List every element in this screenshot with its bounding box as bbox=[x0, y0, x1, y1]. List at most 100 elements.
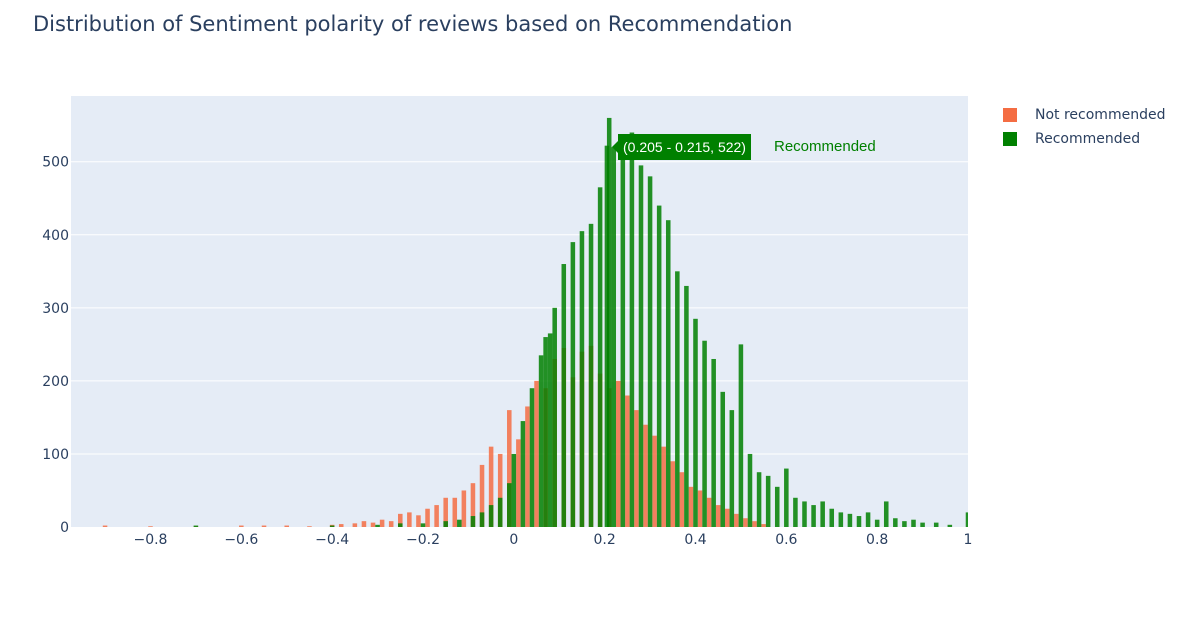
bar-recommended[interactable] bbox=[398, 523, 403, 527]
bar-recommended[interactable] bbox=[656, 205, 662, 527]
bar-recommended[interactable] bbox=[702, 340, 707, 527]
bar-recommended[interactable] bbox=[511, 453, 517, 527]
bar-not-recommended[interactable] bbox=[761, 524, 766, 527]
bar-recommended[interactable] bbox=[647, 176, 653, 527]
bar-recommended[interactable] bbox=[561, 264, 567, 527]
bar-recommended[interactable] bbox=[420, 523, 426, 527]
bar-not-recommended[interactable] bbox=[661, 446, 666, 527]
bar-recommended[interactable] bbox=[784, 468, 789, 527]
bar-not-recommended[interactable] bbox=[434, 505, 439, 527]
bar-recommended[interactable] bbox=[684, 285, 689, 527]
bar-not-recommended[interactable] bbox=[352, 523, 358, 527]
bar-not-recommended[interactable] bbox=[398, 513, 403, 527]
bar-recommended[interactable] bbox=[488, 505, 494, 527]
bar-recommended[interactable] bbox=[606, 117, 612, 527]
bar-recommended[interactable] bbox=[520, 421, 526, 527]
bar-not-recommended[interactable] bbox=[525, 406, 530, 527]
bar-recommended[interactable] bbox=[538, 355, 544, 527]
bar-recommended[interactable] bbox=[507, 483, 512, 527]
bar-recommended[interactable] bbox=[665, 220, 671, 527]
bar-not-recommended[interactable] bbox=[715, 505, 721, 527]
bar-not-recommended[interactable] bbox=[488, 446, 494, 527]
bar-recommended[interactable] bbox=[479, 512, 485, 527]
bar-recommended[interactable] bbox=[579, 231, 585, 527]
bar-recommended[interactable] bbox=[329, 525, 335, 527]
bar-recommended[interactable] bbox=[457, 519, 462, 527]
bar-recommended[interactable] bbox=[597, 187, 603, 528]
bar-not-recommended[interactable] bbox=[148, 526, 153, 527]
bar-not-recommended[interactable] bbox=[507, 410, 512, 527]
bar-not-recommended[interactable] bbox=[407, 512, 412, 527]
bar-not-recommended[interactable] bbox=[479, 464, 485, 527]
bar-recommended[interactable] bbox=[529, 388, 535, 527]
bar-not-recommended[interactable] bbox=[443, 497, 448, 527]
bar-recommended[interactable] bbox=[793, 497, 798, 527]
bar-not-recommended[interactable] bbox=[338, 524, 344, 527]
bar-recommended[interactable] bbox=[497, 497, 503, 527]
bar-recommended[interactable] bbox=[820, 501, 825, 527]
legend-item-recommended[interactable]: Recommended bbox=[1003, 127, 1165, 151]
bar-recommended[interactable] bbox=[802, 501, 807, 527]
bar-recommended[interactable] bbox=[920, 522, 925, 527]
bar-not-recommended[interactable] bbox=[679, 472, 685, 527]
bar-recommended[interactable] bbox=[965, 512, 968, 527]
legend-item-not-recommended[interactable]: Not recommended bbox=[1003, 103, 1165, 127]
bar-not-recommended[interactable] bbox=[261, 525, 267, 527]
bar-recommended[interactable] bbox=[911, 519, 916, 527]
bar-not-recommended[interactable] bbox=[284, 525, 290, 527]
bar-recommended[interactable] bbox=[720, 391, 726, 527]
bar-recommended[interactable] bbox=[547, 333, 553, 527]
bar-not-recommended[interactable] bbox=[743, 518, 748, 527]
bar-not-recommended[interactable] bbox=[452, 497, 458, 527]
bar-recommended[interactable] bbox=[774, 486, 780, 527]
bar-not-recommended[interactable] bbox=[725, 508, 730, 527]
bar-not-recommended[interactable] bbox=[625, 395, 630, 527]
bar-recommended[interactable] bbox=[747, 453, 753, 527]
bar-not-recommended[interactable] bbox=[670, 461, 676, 527]
bar-not-recommended[interactable] bbox=[461, 490, 467, 527]
bar-not-recommended[interactable] bbox=[370, 522, 376, 527]
bar-recommended[interactable] bbox=[838, 512, 844, 527]
bar-not-recommended[interactable] bbox=[643, 424, 648, 527]
bar-recommended[interactable] bbox=[829, 508, 835, 527]
bar-recommended[interactable] bbox=[874, 519, 880, 527]
bar-recommended[interactable] bbox=[611, 147, 617, 527]
bar-not-recommended[interactable] bbox=[361, 521, 367, 527]
bar-recommended[interactable] bbox=[893, 518, 898, 527]
bar-recommended[interactable] bbox=[847, 513, 853, 527]
bar-recommended[interactable] bbox=[738, 344, 744, 527]
bar-recommended[interactable] bbox=[620, 139, 626, 527]
bar-not-recommended[interactable] bbox=[616, 380, 621, 527]
bar-not-recommended[interactable] bbox=[706, 497, 712, 527]
bar-recommended[interactable] bbox=[865, 512, 871, 527]
bar-recommended[interactable] bbox=[193, 525, 199, 527]
bar-recommended[interactable] bbox=[729, 410, 735, 527]
bar-not-recommended[interactable] bbox=[634, 410, 639, 527]
bar-recommended[interactable] bbox=[883, 501, 889, 527]
bar-recommended[interactable] bbox=[375, 524, 380, 527]
bar-recommended[interactable] bbox=[470, 516, 476, 527]
bar-recommended[interactable] bbox=[604, 145, 610, 528]
bar-not-recommended[interactable] bbox=[752, 521, 757, 527]
bar-recommended[interactable] bbox=[711, 358, 716, 527]
bar-recommended[interactable] bbox=[902, 521, 907, 527]
bar-not-recommended[interactable] bbox=[425, 508, 430, 527]
bar-not-recommended[interactable] bbox=[379, 519, 385, 527]
bar-not-recommended[interactable] bbox=[102, 525, 108, 527]
bar-not-recommended[interactable] bbox=[688, 486, 694, 527]
bar-recommended[interactable] bbox=[765, 475, 771, 527]
bar-not-recommended[interactable] bbox=[652, 435, 657, 527]
bar-recommended[interactable] bbox=[552, 307, 557, 527]
bar-recommended[interactable] bbox=[693, 318, 698, 527]
bar-recommended[interactable] bbox=[811, 505, 816, 527]
bar-not-recommended[interactable] bbox=[470, 483, 476, 527]
bar-recommended[interactable] bbox=[756, 472, 762, 527]
bar-not-recommended[interactable] bbox=[516, 439, 521, 527]
bar-recommended[interactable] bbox=[443, 521, 448, 527]
bar-recommended[interactable] bbox=[933, 522, 939, 527]
bar-recommended[interactable] bbox=[629, 132, 635, 527]
bar-recommended[interactable] bbox=[570, 242, 576, 528]
bar-not-recommended[interactable] bbox=[497, 453, 503, 527]
bar-recommended[interactable] bbox=[638, 165, 644, 527]
bar-not-recommended[interactable] bbox=[734, 513, 739, 527]
